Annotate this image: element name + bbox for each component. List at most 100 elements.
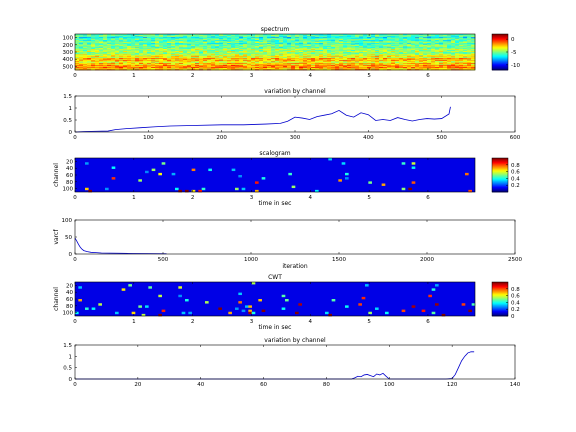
heatmap-cell [371,41,376,43]
heatmap-cell [127,54,132,56]
heatmap-cell [107,54,112,56]
heatmap-cell [355,50,360,52]
heatmap-cell [191,58,196,60]
heatmap-cell [467,45,472,47]
heatmap-cell [379,64,384,66]
heatmap-cell [387,57,392,59]
heatmap-cell [227,41,232,43]
heatmap-cell [291,67,296,69]
heatmap-cell [339,63,344,65]
heatmap-cell [459,67,464,69]
heatmap-cell [407,44,412,46]
heatmap-cell [227,50,232,52]
heatmap-cell [339,53,344,55]
heatmap-cell [411,50,416,52]
heatmap-cell [111,52,116,54]
heatmap-cell [443,56,448,58]
heatmap-cell [459,34,464,36]
heatmap-cell [307,45,312,47]
heatmap-cell [247,44,252,46]
heatmap-cell [243,41,248,43]
heatmap-cell [323,67,328,69]
heatmap-cell [187,42,192,44]
heatmap-cell [111,34,116,36]
heatmap-cell [231,46,236,48]
heatmap-cell [235,42,240,44]
heatmap-cell [127,65,132,67]
heatmap-cell [155,66,160,68]
heatmap-cell [131,55,136,57]
heatmap-cell [299,53,304,55]
heatmap-cell [315,43,320,45]
heatmap-cell [383,53,388,55]
heatmap-cell [355,61,360,63]
heatmap-cell [371,52,376,54]
heatmap-cell [307,43,312,45]
heatmap-cell [259,45,264,47]
heatmap-cell [323,55,328,57]
colorbar-cell [492,47,508,49]
heatmap-cell [223,58,228,60]
heatmap-cell [335,49,340,51]
heatmap-cell [315,66,320,68]
heatmap-cell [267,40,272,42]
heatmap-cell [135,53,140,55]
heatmap-cell [363,40,368,42]
heatmap-cell [227,43,232,45]
heatmap-cell [175,44,180,46]
heatmap-cell [99,68,104,70]
heatmap-cell [207,52,212,54]
heatmap-cell [315,45,320,47]
heatmap-cell [119,47,124,49]
heatmap-cell [339,55,344,57]
colorbar-cell [492,61,508,63]
heatmap-cell [163,38,168,40]
heatmap-cell [447,64,452,66]
heatmap-cell [119,49,124,51]
heatmap-cell [419,49,424,51]
heatmap-cell [179,37,184,39]
heatmap-cell [147,60,152,62]
heatmap-cell [447,55,452,57]
heatmap-cell [131,35,136,37]
heatmap-cell [455,62,460,64]
heatmap-cell [135,68,140,70]
heatmap-cell [167,46,172,48]
heatmap-cell [331,43,336,45]
heatmap-cell [339,37,344,39]
heatmap-cell [375,56,380,58]
heatmap-cell [407,40,412,42]
heatmap-cell [339,66,344,68]
heatmap-cell [419,52,424,54]
heatmap-cell [335,46,340,48]
heatmap-cell [79,67,84,69]
heatmap-cell [243,59,248,61]
heatmap-cell [115,61,120,63]
heatmap-cell [127,48,132,50]
heatmap-cell [195,40,200,42]
heatmap-cell [159,36,164,38]
heatmap-cell [147,64,152,66]
heatmap-cell [131,68,136,70]
heatmap-cell [471,40,476,42]
heatmap-cell [299,65,304,67]
heatmap-cell [263,67,268,69]
heatmap-cell [135,66,140,68]
heatmap-cell [195,53,200,55]
heatmap-cell [431,46,436,48]
heatmap-cell [367,43,372,45]
heatmap-cell [367,55,372,57]
heatmap-cell [119,51,124,53]
heatmap-cell [267,48,272,50]
heatmap-cell [327,46,332,48]
heatmap-cell [143,61,148,63]
heatmap-cell [415,38,420,40]
heatmap-cell [199,62,204,64]
heatmap-cell [243,65,248,67]
heatmap-cell [235,55,240,57]
heatmap-cell [231,61,236,63]
heatmap-cell [427,51,432,53]
heatmap-cell [259,64,264,66]
heatmap-cell [175,41,180,43]
heatmap-cell [467,49,472,51]
